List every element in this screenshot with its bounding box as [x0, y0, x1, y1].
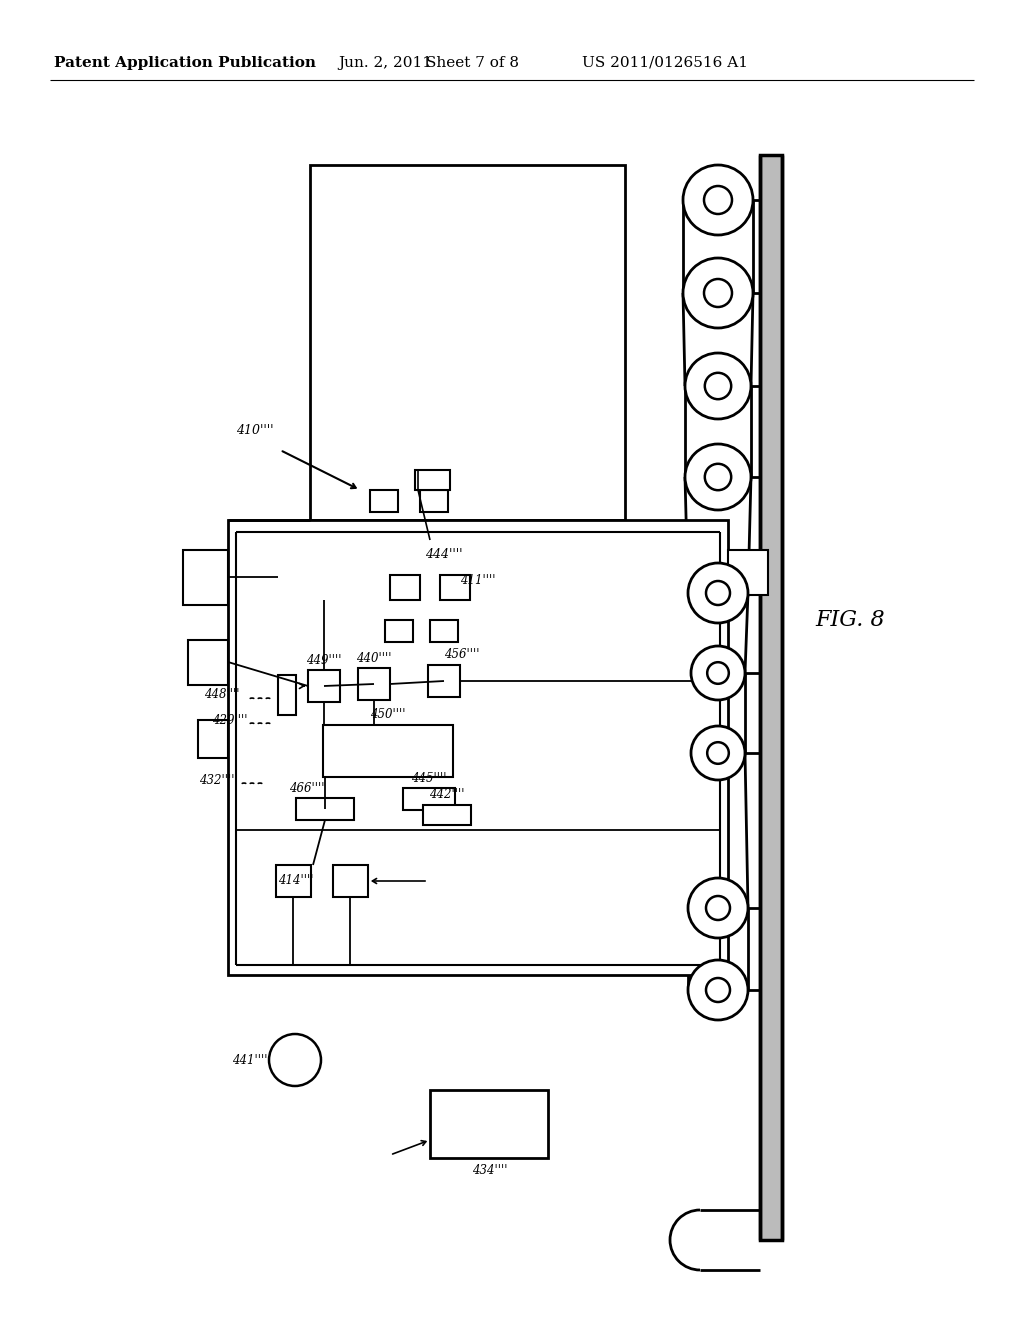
Text: 456'''': 456'''': [444, 648, 479, 660]
Circle shape: [705, 279, 732, 308]
Bar: [198, 719, 228, 758]
Circle shape: [683, 165, 753, 235]
Circle shape: [706, 896, 730, 920]
Circle shape: [691, 726, 745, 780]
Circle shape: [708, 663, 729, 684]
Circle shape: [685, 352, 751, 418]
Text: 444'''': 444'''': [425, 549, 463, 561]
Bar: [760, 154, 782, 1239]
Bar: [296, 799, 354, 820]
Circle shape: [685, 444, 751, 510]
Bar: [420, 490, 449, 512]
Bar: [188, 640, 228, 685]
Bar: [310, 165, 625, 520]
Text: 432'''': 432'''': [200, 774, 234, 787]
Text: FIG. 8: FIG. 8: [815, 609, 885, 631]
Bar: [440, 576, 470, 601]
Bar: [430, 620, 458, 642]
Bar: [228, 520, 728, 975]
Text: 441'''': 441'''': [232, 1053, 268, 1067]
Text: 466'''': 466'''': [290, 781, 325, 795]
Text: US 2011/0126516 A1: US 2011/0126516 A1: [582, 55, 748, 70]
Circle shape: [706, 581, 730, 605]
Circle shape: [683, 257, 753, 327]
Bar: [183, 550, 228, 605]
Bar: [728, 550, 768, 595]
Text: Jun. 2, 2011: Jun. 2, 2011: [338, 55, 432, 70]
Bar: [430, 1090, 548, 1158]
Text: 442'''': 442'''': [429, 788, 465, 801]
Text: 449'''': 449'''': [306, 653, 342, 667]
Text: 410'''': 410'''': [237, 424, 273, 437]
Circle shape: [691, 645, 745, 700]
Bar: [308, 671, 340, 702]
Circle shape: [705, 186, 732, 214]
Bar: [415, 470, 450, 490]
Bar: [370, 490, 398, 512]
Text: 434'''': 434'''': [472, 1163, 508, 1176]
Text: 411'''': 411'''': [460, 573, 496, 586]
Circle shape: [688, 564, 748, 623]
Bar: [390, 576, 420, 601]
Text: Sheet 7 of 8: Sheet 7 of 8: [426, 55, 518, 70]
Bar: [403, 788, 455, 810]
Bar: [333, 865, 368, 898]
Text: 414'''': 414'''': [279, 874, 313, 887]
Circle shape: [705, 372, 731, 399]
Text: 440'''': 440'''': [356, 652, 392, 664]
Circle shape: [688, 878, 748, 939]
Circle shape: [688, 960, 748, 1020]
Circle shape: [269, 1034, 321, 1086]
Bar: [423, 805, 471, 825]
Bar: [278, 675, 296, 715]
Circle shape: [708, 742, 729, 764]
Bar: [385, 620, 413, 642]
Bar: [276, 865, 311, 898]
Circle shape: [706, 978, 730, 1002]
Text: Patent Application Publication: Patent Application Publication: [54, 55, 316, 70]
Text: 445'''': 445'''': [412, 771, 446, 784]
Text: 450'''': 450'''': [371, 709, 406, 722]
Bar: [358, 668, 390, 700]
Bar: [428, 665, 460, 697]
Circle shape: [705, 463, 731, 490]
Text: 448'''': 448'''': [205, 689, 240, 701]
Text: 429'''': 429'''': [213, 714, 248, 726]
Bar: [323, 725, 453, 777]
